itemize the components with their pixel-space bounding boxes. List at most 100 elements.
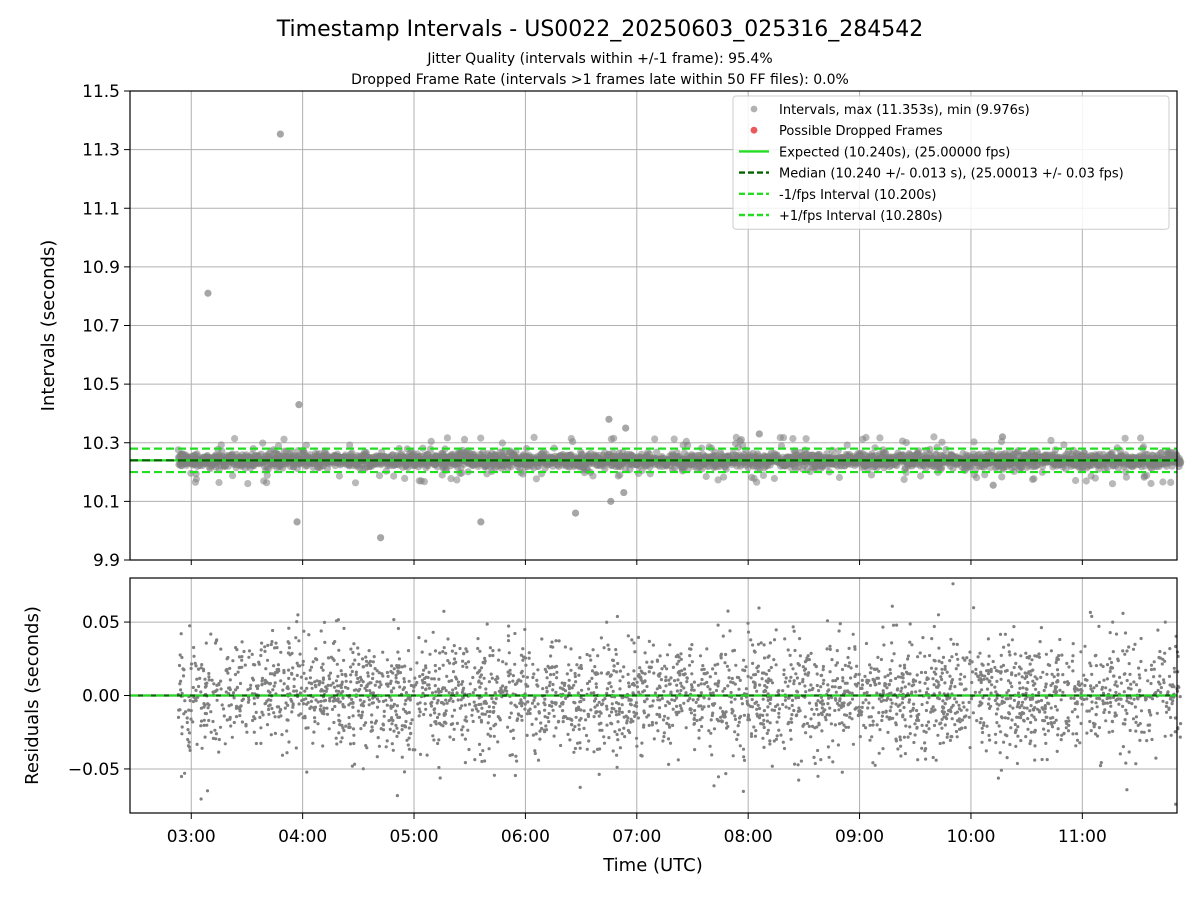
residual-point	[733, 730, 736, 733]
top-ylabel: Intervals (seconds)	[38, 240, 59, 412]
residual-point	[1008, 653, 1011, 656]
residual-point	[908, 641, 911, 644]
residual-point	[260, 648, 263, 651]
residual-point	[918, 681, 921, 684]
residual-point	[827, 745, 830, 748]
residual-point	[610, 685, 613, 688]
interval-point	[938, 439, 945, 446]
residual-point	[603, 742, 606, 745]
residual-point	[1043, 689, 1046, 692]
residual-point	[199, 690, 202, 693]
residual-point	[432, 631, 435, 634]
residual-point	[880, 658, 883, 661]
residual-point	[760, 641, 763, 644]
residual-point	[810, 652, 813, 655]
residual-point	[751, 705, 754, 708]
residual-point	[600, 703, 603, 706]
residual-point	[508, 651, 511, 654]
residual-point	[700, 691, 703, 694]
residual-point	[443, 646, 446, 649]
residual-point	[190, 662, 193, 665]
residual-point	[1090, 700, 1093, 703]
residual-point	[349, 665, 352, 668]
residual-point	[497, 659, 500, 662]
residual-point	[488, 715, 491, 718]
residual-point	[822, 682, 825, 685]
residual-point	[1029, 739, 1032, 742]
residual-point	[935, 759, 938, 762]
interval-point	[263, 479, 270, 486]
interval-outlier-point	[620, 489, 627, 496]
residual-point	[648, 670, 651, 673]
residual-point	[600, 712, 603, 715]
residual-point	[986, 688, 989, 691]
residual-point	[737, 724, 740, 727]
residual-point	[460, 683, 463, 686]
residual-point	[1083, 645, 1086, 648]
residual-point	[752, 725, 755, 728]
residual-point	[492, 701, 495, 704]
residual-point	[215, 638, 218, 641]
residual-point	[476, 647, 479, 650]
residual-point	[889, 668, 892, 671]
residual-point	[433, 707, 436, 710]
residual-point	[368, 649, 371, 652]
residual-point	[711, 667, 714, 670]
residual-point	[743, 669, 746, 672]
residual-point	[815, 702, 818, 705]
interval-outlier-point	[756, 430, 763, 437]
interval-point	[803, 435, 810, 442]
residual-point	[1071, 732, 1074, 735]
residual-point	[658, 706, 661, 709]
residual-point	[861, 683, 864, 686]
residual-point	[219, 726, 222, 729]
residual-point	[636, 681, 639, 684]
residual-point	[903, 718, 906, 721]
residual-point	[480, 707, 483, 710]
residual-point	[496, 740, 499, 743]
residual-point	[1124, 762, 1127, 765]
residual-point	[895, 624, 898, 627]
residual-point	[652, 644, 655, 647]
residual-point	[1056, 674, 1059, 677]
residual-point	[870, 666, 873, 669]
residual-point	[319, 700, 322, 703]
residual-point	[313, 680, 316, 683]
residual-point	[397, 627, 400, 630]
residual-point	[232, 691, 235, 694]
residual-point	[771, 708, 774, 711]
interval-point	[1047, 437, 1054, 444]
residual-point	[788, 707, 791, 710]
residual-point	[1090, 673, 1093, 676]
residual-point	[591, 669, 594, 672]
residual-point	[419, 753, 422, 756]
interval-point	[444, 434, 451, 441]
residual-point	[734, 718, 737, 721]
residual-point	[839, 686, 842, 689]
residual-point	[367, 675, 370, 678]
residual-point	[797, 707, 800, 710]
residual-point	[621, 703, 624, 706]
residual-point	[1154, 691, 1157, 694]
residual-point	[740, 697, 743, 700]
residual-point	[487, 721, 490, 724]
residual-point	[1076, 715, 1079, 718]
residual-point	[622, 727, 625, 730]
residual-point	[1179, 695, 1182, 698]
residual-point	[1111, 621, 1114, 624]
residual-point	[664, 704, 667, 707]
residual-point	[859, 735, 862, 738]
residual-point	[535, 717, 538, 720]
interval-point	[903, 439, 910, 446]
residual-point	[925, 709, 928, 712]
residual-point	[204, 712, 207, 715]
residual-point	[627, 681, 630, 684]
interval-point	[259, 440, 266, 447]
residual-point	[719, 706, 722, 709]
residual-point	[190, 667, 193, 670]
residual-point	[693, 689, 696, 692]
residual-point	[769, 702, 772, 705]
residual-point	[640, 742, 643, 745]
residual-point	[836, 649, 839, 652]
residual-point	[768, 739, 771, 742]
